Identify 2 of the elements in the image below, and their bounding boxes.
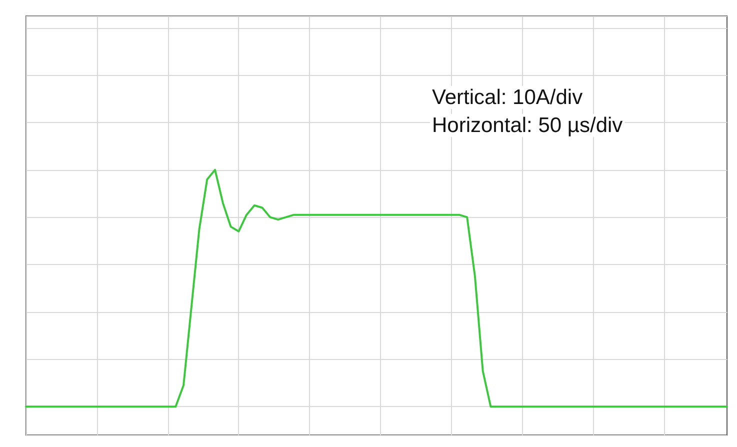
text: Vertical: 10A/div — [432, 86, 584, 109]
text: Horizontal: 50 µs/div — [432, 114, 624, 137]
